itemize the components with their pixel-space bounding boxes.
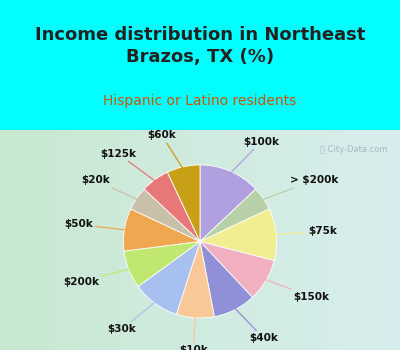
- Wedge shape: [200, 209, 276, 260]
- Wedge shape: [200, 241, 252, 317]
- Wedge shape: [144, 172, 200, 241]
- Text: $30k: $30k: [107, 300, 157, 335]
- Text: $60k: $60k: [148, 131, 184, 170]
- Wedge shape: [138, 241, 200, 314]
- Wedge shape: [176, 241, 214, 318]
- Wedge shape: [124, 241, 200, 287]
- Wedge shape: [131, 189, 200, 241]
- Wedge shape: [200, 241, 274, 297]
- Wedge shape: [200, 189, 269, 241]
- Text: $50k: $50k: [64, 219, 128, 230]
- Text: $75k: $75k: [272, 226, 337, 236]
- Text: $150k: $150k: [263, 279, 330, 302]
- Text: Hispanic or Latino residents: Hispanic or Latino residents: [103, 94, 297, 108]
- Text: Income distribution in Northeast
Brazos, TX (%): Income distribution in Northeast Brazos,…: [35, 26, 365, 66]
- Text: $200k: $200k: [63, 268, 132, 287]
- Wedge shape: [200, 165, 256, 242]
- Text: $100k: $100k: [229, 137, 279, 175]
- Wedge shape: [168, 165, 200, 242]
- Text: $10k: $10k: [179, 314, 208, 350]
- Text: ⓘ City-Data.com: ⓘ City-Data.com: [320, 145, 388, 154]
- Text: > $200k: > $200k: [260, 175, 338, 201]
- Text: $20k: $20k: [81, 175, 140, 201]
- Wedge shape: [124, 209, 200, 251]
- Text: $40k: $40k: [233, 306, 278, 343]
- Text: $125k: $125k: [100, 148, 157, 183]
